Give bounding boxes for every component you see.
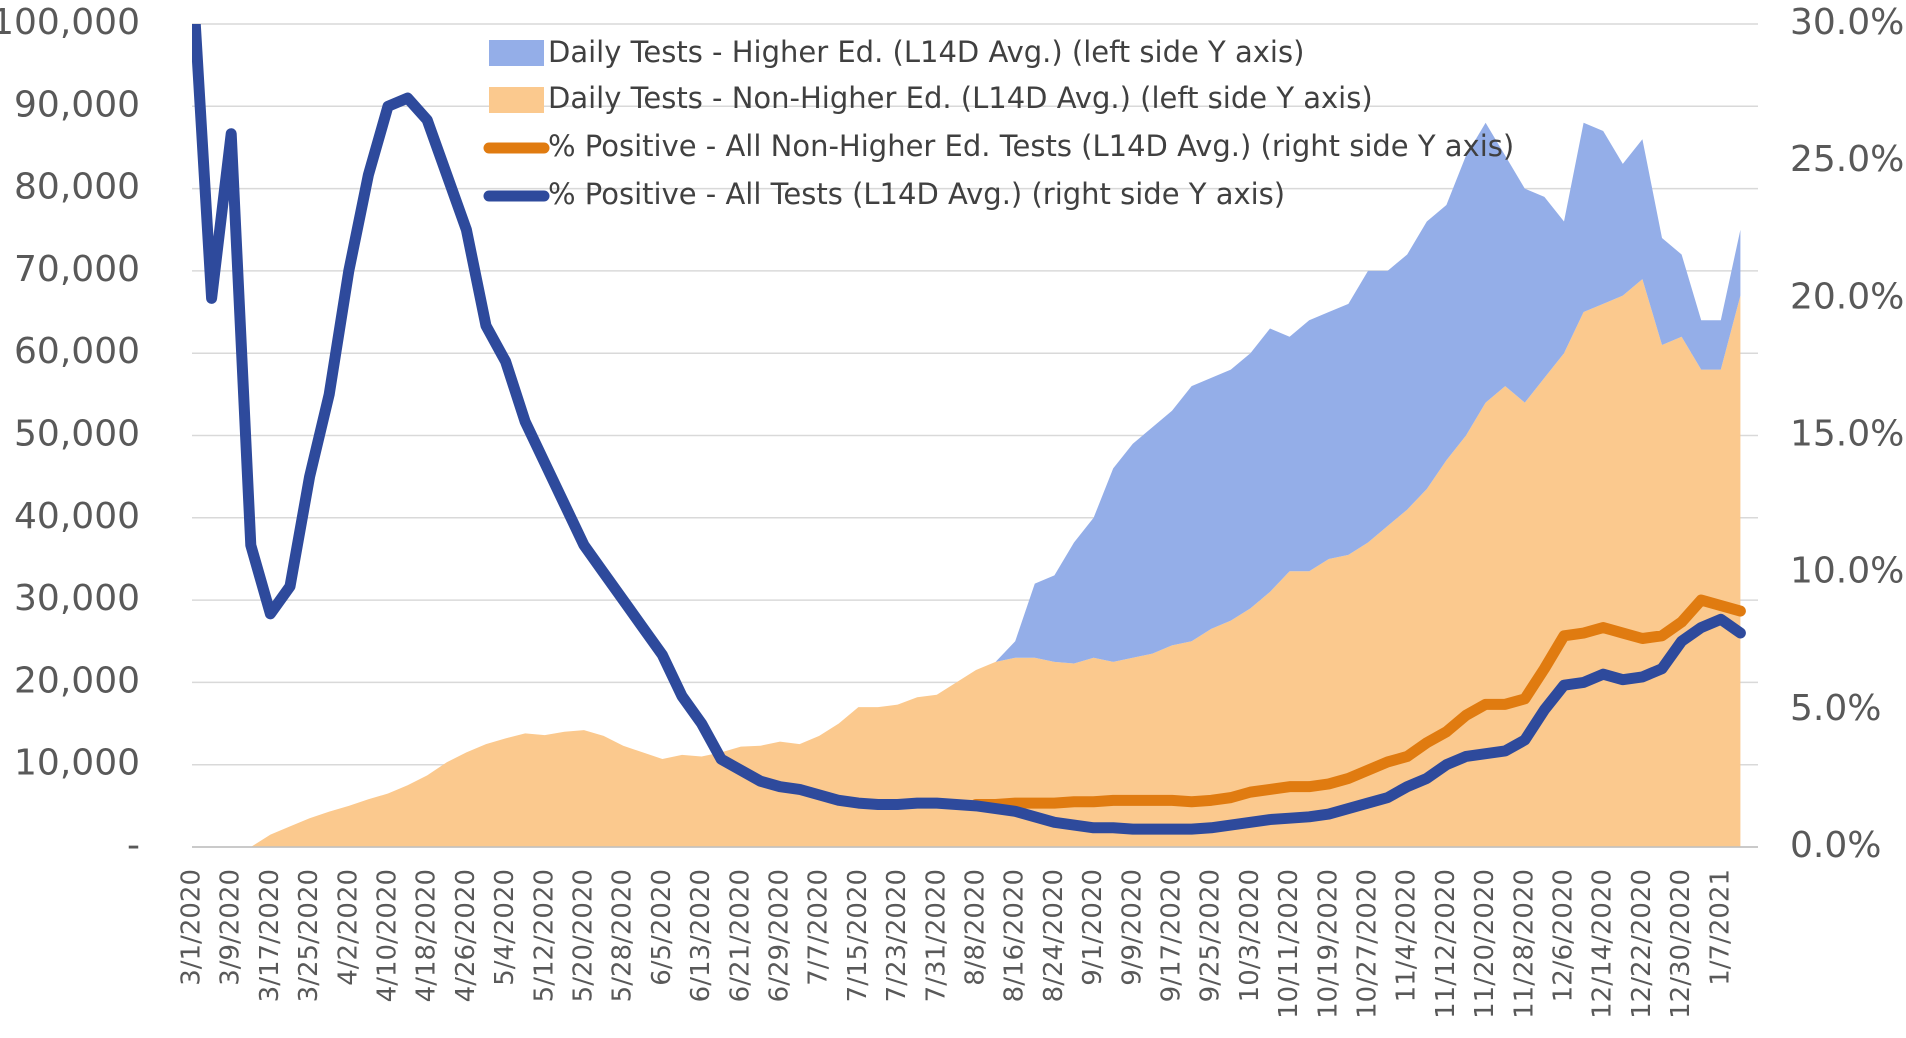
legend-label: Daily Tests - Non-Higher Ed. (L14D Avg.)…	[548, 81, 1373, 115]
x-tick-label: 12/6/2020	[1549, 869, 1579, 1002]
y-tick-label: 100,000	[0, 2, 140, 43]
y-tick-label: -	[127, 825, 140, 866]
x-tick-label: 5/20/2020	[569, 869, 599, 1002]
x-tick-label: 11/12/2020	[1431, 869, 1461, 1019]
x-tick-label: 6/29/2020	[765, 869, 795, 1002]
y2-tick-label: 25.0%	[1790, 139, 1904, 180]
x-tick-label: 3/25/2020	[294, 869, 324, 1002]
y2-tick-label: 30.0%	[1790, 2, 1904, 43]
area	[192, 279, 1741, 847]
x-tick-label: 8/8/2020	[961, 869, 991, 986]
x-tick-label: 7/31/2020	[921, 869, 951, 1002]
axes: - 10,000 20,000 30,000 40,000 50,000 60,000 70,…	[0, 2, 1904, 1019]
x-tick-label: 4/26/2020	[451, 869, 481, 1002]
x-tick-label: 7/23/2020	[882, 869, 912, 1002]
legend-label: Daily Tests - Higher Ed. (L14D Avg.) (le…	[548, 35, 1304, 69]
y-tick-label: 40,000	[14, 496, 140, 537]
x-tick-label: 6/13/2020	[686, 869, 716, 1002]
x-tick-label: 5/4/2020	[490, 869, 520, 986]
x-tick-label: 5/28/2020	[608, 869, 638, 1002]
legend-swatch	[489, 87, 544, 113]
areas	[192, 122, 1741, 847]
x-tick-label: 12/30/2020	[1666, 869, 1696, 1019]
x-tick-label: 6/21/2020	[725, 869, 755, 1002]
x-tick-label: 4/10/2020	[373, 869, 403, 1002]
x-tick-label: 9/25/2020	[1196, 869, 1226, 1002]
x-tick-label: 4/2/2020	[333, 869, 363, 986]
x-tick-label: 6/5/2020	[647, 869, 677, 986]
x-tick-label: 11/28/2020	[1509, 869, 1539, 1019]
x-tick-label: 7/7/2020	[804, 869, 834, 986]
x-tick-label: 7/15/2020	[843, 869, 873, 1002]
lines	[192, 24, 1746, 835]
x-tick-label: 11/4/2020	[1392, 869, 1422, 1002]
x-tick-label: 1/7/2021	[1705, 869, 1735, 986]
line	[970, 594, 1746, 810]
area	[192, 122, 1741, 847]
y-tick-label: 90,000	[14, 84, 140, 125]
x-tick-label: 8/24/2020	[1039, 869, 1069, 1002]
x-tick-label: 12/22/2020	[1627, 869, 1657, 1019]
x-tick-label: 3/17/2020	[255, 869, 285, 1002]
y-tick-label: 20,000	[14, 660, 140, 701]
x-tick-label: 3/1/2020	[177, 869, 207, 986]
y-tick-label: 30,000	[14, 578, 140, 619]
y2-tick-label: 5.0%	[1790, 688, 1881, 729]
y-tick-label: 50,000	[14, 414, 140, 455]
y-tick-label: 70,000	[14, 249, 140, 290]
y2-tick-label: 0.0%	[1790, 825, 1881, 866]
x-tick-label: 12/14/2020	[1588, 869, 1618, 1019]
x-tick-label: 10/3/2020	[1235, 869, 1265, 1002]
y2-tick-label: 15.0%	[1790, 414, 1904, 455]
line	[192, 24, 1746, 835]
y-tick-label: 80,000	[14, 167, 140, 208]
x-tick-label: 8/16/2020	[1000, 869, 1030, 1002]
legend-label: % Positive - All Non-Higher Ed. Tests (L…	[548, 129, 1514, 163]
y2-tick-label: 10.0%	[1790, 551, 1904, 592]
y2-tick-label: 20.0%	[1790, 276, 1904, 317]
x-tick-label: 9/17/2020	[1157, 869, 1187, 1002]
x-tick-label: 9/9/2020	[1117, 869, 1147, 986]
x-tick-label: 10/27/2020	[1353, 869, 1383, 1019]
legend-label: % Positive - All Tests (L14D Avg.) (righ…	[548, 177, 1285, 211]
legend: Daily Tests - Higher Ed. (L14D Avg.) (le…	[483, 35, 1514, 211]
x-tick-label: 5/12/2020	[529, 869, 559, 1002]
x-tick-label: 9/1/2020	[1078, 869, 1108, 986]
y-tick-label: 60,000	[14, 331, 140, 372]
x-tick-label: 3/9/2020	[216, 869, 246, 986]
y-tick-label: 10,000	[14, 743, 140, 784]
legend-swatch	[489, 40, 544, 66]
x-tick-label: 10/19/2020	[1313, 869, 1343, 1019]
x-tick-label: 4/18/2020	[412, 869, 442, 1002]
x-tick-label: 11/20/2020	[1470, 869, 1500, 1019]
x-tick-label: 10/11/2020	[1274, 869, 1304, 1019]
